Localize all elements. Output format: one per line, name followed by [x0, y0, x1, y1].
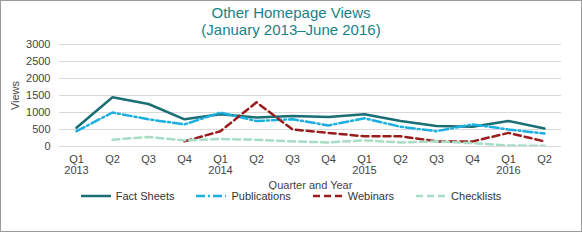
svg-text:Q2: Q2 [393, 153, 408, 165]
svg-text:Views: Views [9, 80, 21, 110]
svg-text:1000: 1000 [26, 106, 50, 118]
svg-text:2000: 2000 [26, 72, 50, 84]
html-text:(January 2013–June 2016): (January 2013–June 2016) [201, 21, 381, 38]
svg-text:1500: 1500 [26, 89, 50, 101]
svg-text:Q2: Q2 [105, 153, 120, 165]
svg-text:Q12013: Q12013 [64, 153, 88, 176]
svg-text:500: 500 [32, 123, 50, 135]
html-text:Publications: Publications [231, 190, 291, 202]
svg-text:Q3: Q3 [141, 153, 156, 165]
svg-text:Quarter and Year: Quarter and Year [269, 179, 353, 191]
svg-text:Q12016: Q12016 [496, 153, 520, 176]
svg-text:3000: 3000 [26, 38, 50, 50]
svg-text:Q4: Q4 [321, 153, 336, 165]
html-text:Fact Sheets: Fact Sheets [115, 190, 175, 202]
html-text:Checklists: Checklists [451, 190, 502, 202]
svg-text:Q12015: Q12015 [352, 153, 376, 176]
svg-text:Q4: Q4 [465, 153, 480, 165]
html-text:Webinars: Webinars [347, 190, 395, 202]
html-text:Other Homepage Views: Other Homepage Views [211, 4, 371, 21]
svg-text:Q3: Q3 [429, 153, 444, 165]
svg-text:0: 0 [44, 140, 50, 152]
svg-text:Q12014: Q12014 [208, 153, 232, 176]
svg-text:2500: 2500 [26, 55, 50, 67]
svg-text:Q4: Q4 [177, 153, 192, 165]
svg-text:Q3: Q3 [285, 153, 300, 165]
svg-text:Q2: Q2 [249, 153, 264, 165]
svg-text:Q2: Q2 [537, 153, 552, 165]
